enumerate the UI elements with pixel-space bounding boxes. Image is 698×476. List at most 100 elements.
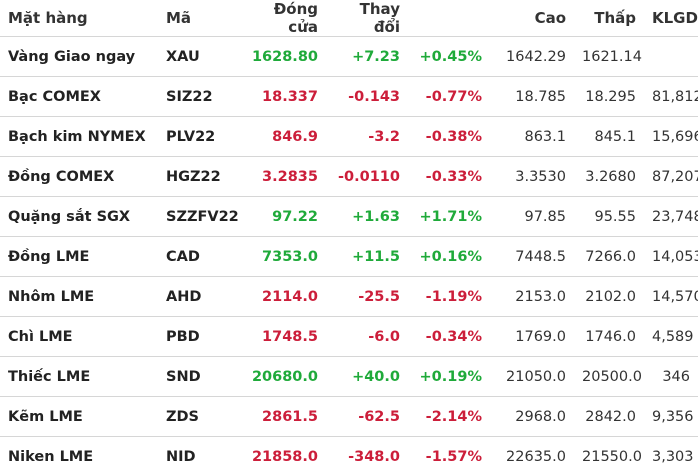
- close-price: 18.337: [242, 77, 326, 117]
- price-change-percent: -0.34%: [408, 317, 490, 357]
- price-change-percent: -1.57%: [408, 437, 490, 476]
- commodity-code: NID: [158, 437, 242, 476]
- low-price: 2102.0: [574, 277, 644, 317]
- high-price: 3.3530: [490, 157, 574, 197]
- price-change-percent: -0.38%: [408, 117, 490, 157]
- commodity-code: SZZFV22: [158, 197, 242, 237]
- header-close: Đóng cửa: [242, 0, 326, 37]
- low-price: 18.295: [574, 77, 644, 117]
- price-change-percent: -0.77%: [408, 77, 490, 117]
- low-price: 21550.0: [574, 437, 644, 476]
- low-price: 1746.0: [574, 317, 644, 357]
- header-change: Thay đổi: [326, 0, 408, 37]
- price-change: -0.0110: [326, 157, 408, 197]
- price-change-percent: +0.45%: [408, 37, 490, 77]
- table-header-row: Mặt hàng Mã Đóng cửa Thay đổi Cao Thấp K…: [0, 0, 698, 37]
- close-price: 1748.5: [242, 317, 326, 357]
- header-low: Thấp: [574, 0, 644, 37]
- header-commodity: Mặt hàng: [0, 0, 158, 37]
- price-change: +11.5: [326, 237, 408, 277]
- price-change-percent: -1.19%: [408, 277, 490, 317]
- close-price: 3.2835: [242, 157, 326, 197]
- low-price: 845.1: [574, 117, 644, 157]
- commodity-name: Bạch kim NYMEX: [0, 117, 158, 157]
- trading-volume: 15,696: [644, 117, 698, 157]
- commodity-name: Bạc COMEX: [0, 77, 158, 117]
- price-change-percent: -0.33%: [408, 157, 490, 197]
- low-price: 3.2680: [574, 157, 644, 197]
- high-price: 7448.5: [490, 237, 574, 277]
- price-change: +40.0: [326, 357, 408, 397]
- high-price: 18.785: [490, 77, 574, 117]
- commodity-name: Niken LME: [0, 437, 158, 476]
- low-price: 2842.0: [574, 397, 644, 437]
- price-change-percent: -2.14%: [408, 397, 490, 437]
- trading-volume: 3,303: [644, 437, 698, 476]
- commodity-name: Quặng sắt SGX: [0, 197, 158, 237]
- close-price: 7353.0: [242, 237, 326, 277]
- close-price: 1628.80: [242, 37, 326, 77]
- close-price: 21858.0: [242, 437, 326, 476]
- commodity-code: CAD: [158, 237, 242, 277]
- price-change: -348.0: [326, 437, 408, 476]
- trading-volume: 87,207: [644, 157, 698, 197]
- low-price: 1621.14: [574, 37, 644, 77]
- high-price: 22635.0: [490, 437, 574, 476]
- commodity-code: SIZ22: [158, 77, 242, 117]
- commodity-name: Đồng COMEX: [0, 157, 158, 197]
- high-price: 97.85: [490, 197, 574, 237]
- high-price: 2968.0: [490, 397, 574, 437]
- price-change: -62.5: [326, 397, 408, 437]
- close-price: 97.22: [242, 197, 326, 237]
- high-price: 2153.0: [490, 277, 574, 317]
- commodity-name: Thiếc LME: [0, 357, 158, 397]
- commodity-code: SND: [158, 357, 242, 397]
- commodity-code: AHD: [158, 277, 242, 317]
- price-change-percent: +1.71%: [408, 197, 490, 237]
- header-volume: KLGD: [644, 0, 698, 37]
- price-change-percent: +0.16%: [408, 237, 490, 277]
- price-change: +1.63: [326, 197, 408, 237]
- trading-volume: 23,748: [644, 197, 698, 237]
- commodity-name: Kẽm LME: [0, 397, 158, 437]
- price-change: +7.23: [326, 37, 408, 77]
- high-price: 1769.0: [490, 317, 574, 357]
- close-price: 846.9: [242, 117, 326, 157]
- commodity-code: HGZ22: [158, 157, 242, 197]
- price-change: -25.5: [326, 277, 408, 317]
- commodity-code: PLV22: [158, 117, 242, 157]
- close-price: 20680.0: [242, 357, 326, 397]
- trading-volume: 9,356: [644, 397, 698, 437]
- low-price: 7266.0: [574, 237, 644, 277]
- commodity-code: XAU: [158, 37, 242, 77]
- high-price: 21050.0: [490, 357, 574, 397]
- commodity-name: Nhôm LME: [0, 277, 158, 317]
- trading-volume: 346: [644, 357, 698, 397]
- trading-volume: 4,589: [644, 317, 698, 357]
- commodity-code: ZDS: [158, 397, 242, 437]
- high-price: 863.1: [490, 117, 574, 157]
- commodity-name: Vàng Giao ngay: [0, 37, 158, 77]
- price-change: -0.143: [326, 77, 408, 117]
- commodity-name: Chì LME: [0, 317, 158, 357]
- trading-volume: 14,570: [644, 277, 698, 317]
- price-change: -3.2: [326, 117, 408, 157]
- header-code: Mã: [158, 0, 242, 37]
- close-price: 2114.0: [242, 277, 326, 317]
- price-change-percent: +0.19%: [408, 357, 490, 397]
- price-change: -6.0: [326, 317, 408, 357]
- header-change-percent: [408, 0, 490, 37]
- commodity-name: Đồng LME: [0, 237, 158, 277]
- trading-volume: [644, 37, 698, 77]
